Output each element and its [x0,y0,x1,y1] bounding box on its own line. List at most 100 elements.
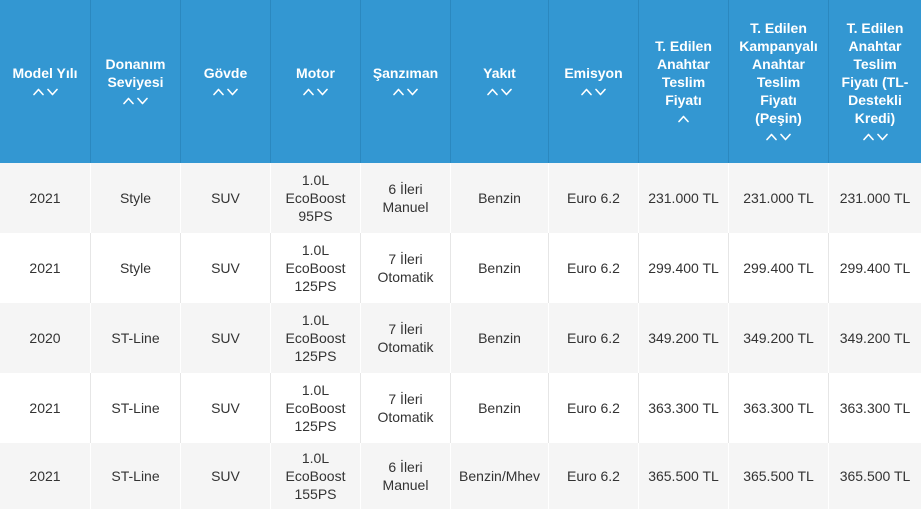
column-header-transmission[interactable]: Şanzıman [361,0,451,163]
sort-button[interactable] [123,94,148,108]
cell-value: Benzin [478,330,521,346]
cell-turnkey-price-loan: 363.300 TL [829,373,921,443]
sort-button[interactable] [862,130,888,144]
column-header-model-year[interactable]: Model Yılı [0,0,91,163]
table-header-row: Model Yılı Donanım Seviyesi Gövde Motor Şanz… [0,0,921,163]
cell-value: Benzin/Mhev [459,468,540,484]
cell-value: 349.200 TL [839,330,911,346]
cell-value: ST-Line [111,468,160,484]
cell-body-type: SUV [181,443,271,509]
cell-fuel-type: Benzin/Mhev [451,443,549,509]
cell-trim-level: ST-Line [91,373,181,443]
table-row: 2020 ST-Line SUV 1.0L EcoBoost 125PS 7 İleri… [0,303,921,373]
chevron-down-icon[interactable] [227,88,238,96]
column-header-label: Şanzıman [372,65,439,81]
cell-value: 299.400 TL [839,260,911,276]
column-header-fuel-type[interactable]: Yakıt [451,0,549,163]
cell-engine: 1.0L EcoBoost 155PS [271,443,361,509]
column-header-trim-level[interactable]: Donanım Seviyesi [91,0,181,163]
cell-value: 1.0L EcoBoost 125PS [285,382,346,434]
cell-value: Euro 6.2 [567,330,620,346]
chevron-up-icon[interactable] [487,88,498,96]
cell-turnkey-price: 349.200 TL [639,303,729,373]
sort-button[interactable] [213,85,238,99]
cell-campaign-turnkey-price-cash: 231.000 TL [729,163,829,233]
cell-transmission: 6 İleri Manuel [361,163,451,233]
sort-button[interactable] [32,85,58,99]
cell-campaign-turnkey-price-cash: 365.500 TL [729,443,829,509]
cell-value: 299.400 TL [743,260,814,276]
chevron-down-icon[interactable] [501,88,512,96]
cell-model-year: 2021 [0,443,91,509]
chevron-down-icon[interactable] [317,88,328,96]
cell-model-year: 2021 [0,233,91,303]
chevron-up-icon[interactable] [581,88,592,96]
cell-model-year: 2020 [0,303,91,373]
cell-value: 231.000 TL [743,190,814,206]
chevron-up-icon[interactable] [123,97,134,105]
cell-value: 363.300 TL [648,400,719,416]
cell-value: Euro 6.2 [567,400,620,416]
chevron-up-icon[interactable] [393,88,404,96]
cell-value: 7 İleri Otomatik [377,391,434,425]
column-header-turnkey-price-loan[interactable]: T. Edilen Anahtar Teslim Fiyatı (TL-Dest… [829,0,921,163]
chevron-down-icon[interactable] [46,88,58,96]
cell-turnkey-price: 363.300 TL [639,373,729,443]
cell-turnkey-price: 231.000 TL [639,163,729,233]
column-header-engine[interactable]: Motor [271,0,361,163]
cell-fuel-type: Benzin [451,303,549,373]
chevron-up-icon[interactable] [303,88,314,96]
cell-trim-level: Style [91,163,181,233]
chevron-up-icon[interactable] [766,133,777,141]
cell-value: Euro 6.2 [567,190,620,206]
chevron-down-icon[interactable] [137,97,148,105]
cell-body-type: SUV [181,233,271,303]
chevron-down-icon[interactable] [780,133,791,141]
cell-value: Euro 6.2 [567,468,620,484]
column-header-emission[interactable]: Emisyon [549,0,639,163]
sort-button[interactable] [678,112,689,126]
table-row: 2021 ST-Line SUV 1.0L EcoBoost 155PS 6 İleri… [0,443,921,509]
chevron-down-icon[interactable] [876,133,888,141]
cell-body-type: SUV [181,303,271,373]
cell-value: Benzin [478,400,521,416]
chevron-down-icon[interactable] [407,88,418,96]
column-header-label: T. Edilen Kampanyalı Anahtar Teslim Fiya… [739,20,818,126]
cell-value: Style [119,260,152,276]
cell-value: 6 İleri Manuel [382,181,429,215]
cell-value: 349.200 TL [648,330,719,346]
chevron-up-icon[interactable] [32,88,44,96]
cell-value: 6 İleri Manuel [382,459,429,493]
cell-value: SUV [211,330,240,346]
cell-fuel-type: Benzin [451,163,549,233]
sort-button[interactable] [393,85,418,99]
cell-value: 231.000 TL [839,190,911,206]
sort-button[interactable] [303,85,328,99]
cell-engine: 1.0L EcoBoost 125PS [271,233,361,303]
cell-transmission: 7 İleri Otomatik [361,373,451,443]
sort-button[interactable] [766,130,791,144]
cell-trim-level: ST-Line [91,303,181,373]
cell-value: 1.0L EcoBoost 125PS [285,242,346,294]
chevron-up-icon[interactable] [678,115,689,123]
chevron-down-icon[interactable] [595,88,606,96]
sort-button[interactable] [487,85,512,99]
cell-value: 2021 [29,260,61,276]
column-header-turnkey-price[interactable]: T. Edilen Anahtar Teslim Fiyatı [639,0,729,163]
cell-value: 365.500 TL [839,468,911,484]
chevron-up-icon[interactable] [213,88,224,96]
cell-value: Benzin [478,190,521,206]
column-header-campaign-turnkey-price-cash[interactable]: T. Edilen Kampanyalı Anahtar Teslim Fiya… [729,0,829,163]
cell-turnkey-price: 299.400 TL [639,233,729,303]
cell-value: SUV [211,260,240,276]
sort-button[interactable] [581,85,606,99]
cell-emission: Euro 6.2 [549,303,639,373]
table-row: 2021 ST-Line SUV 1.0L EcoBoost 125PS 7 İleri… [0,373,921,443]
column-header-body-type[interactable]: Gövde [181,0,271,163]
column-header-label: Gövde [203,65,248,81]
cell-turnkey-price: 365.500 TL [639,443,729,509]
cell-value: Benzin [478,260,521,276]
cell-transmission: 7 İleri Otomatik [361,303,451,373]
chevron-up-icon[interactable] [862,133,874,141]
cell-value: 1.0L EcoBoost 125PS [285,312,346,364]
